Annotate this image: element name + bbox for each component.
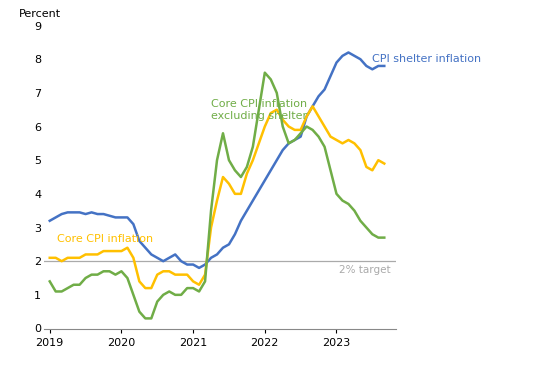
Text: Core CPI inflation: Core CPI inflation xyxy=(57,234,153,244)
Text: Percent: Percent xyxy=(19,9,62,19)
Text: Core CPI inflation
excluding shelter: Core CPI inflation excluding shelter xyxy=(211,99,307,120)
Text: 2% target: 2% target xyxy=(339,265,390,275)
Text: CPI shelter inflation: CPI shelter inflation xyxy=(372,54,481,64)
